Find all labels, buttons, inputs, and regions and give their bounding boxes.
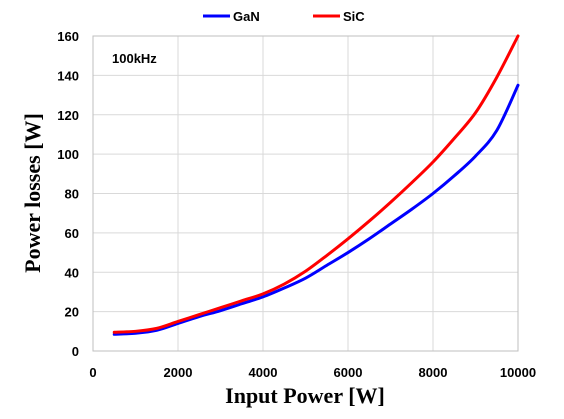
- y-tick-label: 0: [72, 344, 79, 359]
- y-tick-label: 80: [65, 187, 79, 202]
- y-axis-ticks: 0 20 40 60 80 100 120 140 160: [57, 29, 79, 359]
- y-tick-label: 160: [57, 29, 79, 44]
- series-lines: [112, 34, 520, 336]
- series-line-sic: [112, 34, 520, 334]
- legend: GaN SiC: [203, 9, 365, 24]
- y-tick-label: 140: [57, 68, 79, 83]
- gridlines: [92, 35, 519, 352]
- x-axis-ticks: 0 2000 4000 6000 8000 10000: [89, 365, 536, 380]
- y-tick-label: 40: [65, 265, 79, 280]
- x-tick-label: 2000: [164, 365, 193, 380]
- x-tick-label: 4000: [249, 365, 278, 380]
- x-tick-label: 0: [89, 365, 96, 380]
- y-axis-title: Power losses [W]: [20, 113, 45, 273]
- plot-area-frame: [92, 35, 519, 352]
- y-tick-label: 20: [65, 305, 79, 320]
- frequency-annotation: 100kHz: [112, 51, 157, 66]
- y-tick-label: 60: [65, 226, 79, 241]
- legend-item-gan: GaN: [203, 9, 260, 24]
- legend-label: SiC: [343, 9, 365, 24]
- legend-label: GaN: [233, 9, 260, 24]
- series-line-gan: [112, 83, 520, 336]
- y-tick-label: 120: [57, 108, 79, 123]
- x-tick-label: 6000: [334, 365, 363, 380]
- legend-item-sic: SiC: [313, 9, 365, 24]
- x-axis-title: Input Power [W]: [225, 383, 385, 408]
- x-tick-label: 8000: [419, 365, 448, 380]
- x-tick-label: 10000: [500, 365, 536, 380]
- y-tick-label: 100: [57, 147, 79, 162]
